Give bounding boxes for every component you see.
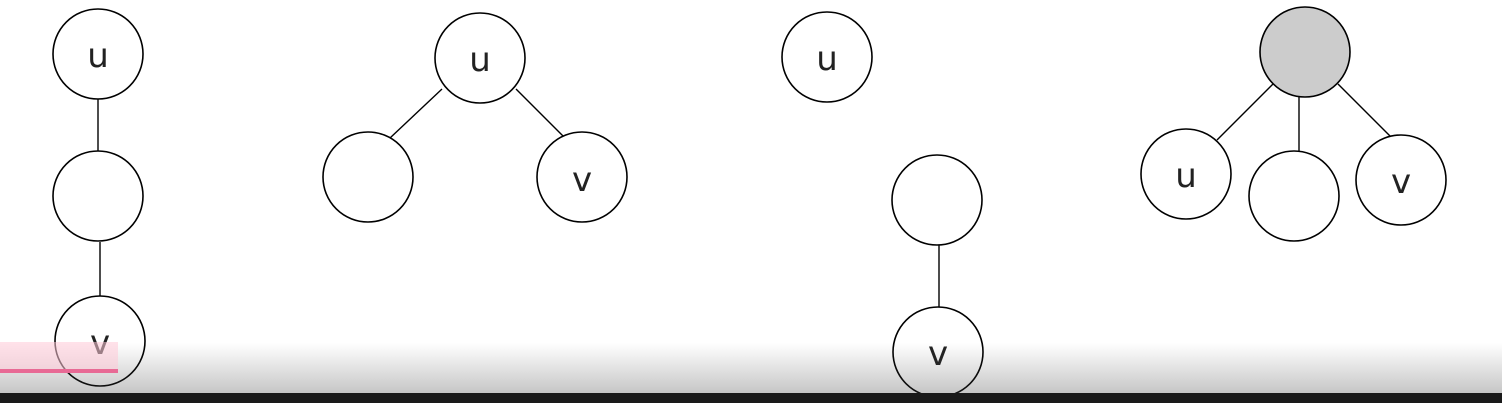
edge-root-u — [1216, 83, 1274, 141]
node-common-ancestor — [1259, 6, 1351, 98]
node-middle-child — [1248, 150, 1340, 242]
edge-u-left — [389, 88, 443, 139]
node-u-label: u — [469, 40, 491, 80]
node-u — [434, 12, 526, 104]
subtitle-strip — [0, 393, 1502, 403]
node-u — [781, 11, 873, 103]
node-sibling — [322, 131, 414, 223]
case-ancestor-chain: u v — [52, 8, 146, 387]
node-v — [536, 131, 628, 223]
node-v-label: v — [928, 334, 948, 374]
edge-u-right — [515, 88, 565, 138]
node-u — [52, 8, 144, 100]
node-u — [1140, 128, 1232, 220]
node-u-label: u — [1175, 156, 1197, 196]
playback-progress-highlight[interactable] — [0, 342, 118, 372]
case-disconnected: u v — [781, 11, 984, 398]
node-v-label: v — [572, 160, 592, 200]
playback-progress-line[interactable] — [0, 369, 118, 373]
case-common-ancestor: u v — [1140, 6, 1447, 242]
node-upper — [891, 154, 983, 246]
node-u-label: u — [87, 36, 109, 76]
edge-root-v — [1337, 83, 1393, 139]
node-intermediate — [52, 150, 144, 242]
case-u-parent-of-v: u v — [322, 12, 628, 223]
node-v — [1355, 134, 1447, 226]
node-v-label: v — [1391, 162, 1411, 202]
node-u-label: u — [816, 39, 838, 79]
